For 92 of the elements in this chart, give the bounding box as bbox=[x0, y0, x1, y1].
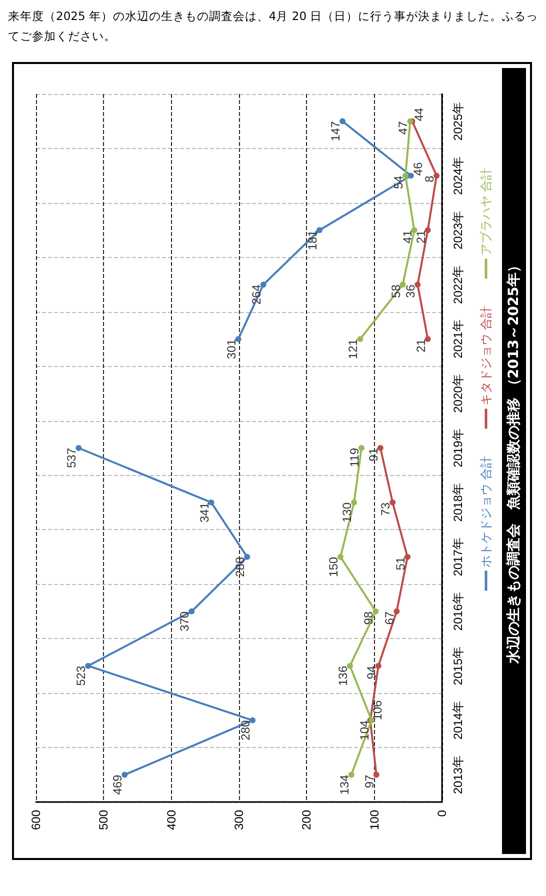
point bbox=[390, 499, 396, 506]
x-tick-label: 0 bbox=[435, 810, 449, 817]
data-label: 41 bbox=[400, 230, 414, 244]
point bbox=[358, 445, 364, 451]
point bbox=[377, 445, 384, 451]
data-label: 264 bbox=[249, 284, 264, 305]
data-label: 523 bbox=[74, 666, 88, 686]
data-label: 121 bbox=[346, 338, 360, 360]
data-label: 370 bbox=[178, 611, 192, 632]
data-label: 36 bbox=[404, 284, 418, 298]
point bbox=[434, 172, 440, 179]
point bbox=[394, 608, 400, 614]
data-label: 67 bbox=[382, 611, 397, 625]
point bbox=[404, 554, 410, 560]
y-tick-label: 2024年 bbox=[451, 156, 465, 196]
point bbox=[316, 227, 323, 234]
y-tick-label: 2013年 bbox=[451, 755, 465, 794]
data-label: 147 bbox=[328, 120, 343, 142]
data-label: 136 bbox=[336, 666, 350, 686]
text: ホトケドジョウ 合計 bbox=[479, 456, 493, 568]
x-tick-label: 300 bbox=[232, 810, 246, 830]
y-tick-label: 2018年 bbox=[451, 483, 465, 522]
point bbox=[357, 336, 364, 342]
x-tick-label: 500 bbox=[96, 810, 111, 830]
point bbox=[85, 662, 92, 669]
data-label: 181 bbox=[306, 230, 320, 250]
data-label: 46 bbox=[410, 162, 425, 176]
text: 水辺の生きもの調査会 魚類確認数の推移 （2013～2025年） bbox=[505, 258, 522, 664]
data-label: 341 bbox=[197, 502, 212, 522]
point bbox=[188, 608, 195, 614]
point bbox=[250, 717, 256, 724]
y-tick-label: 2015年 bbox=[451, 646, 465, 686]
data-label: 58 bbox=[388, 284, 403, 298]
point bbox=[373, 772, 380, 778]
point bbox=[76, 445, 82, 451]
point bbox=[375, 662, 382, 669]
data-label: 44 bbox=[412, 108, 426, 122]
data-label: 134 bbox=[337, 774, 352, 795]
data-label: 97 bbox=[362, 774, 376, 788]
point bbox=[235, 336, 242, 342]
y-tick-label: 2022年 bbox=[451, 265, 465, 304]
point bbox=[424, 336, 431, 342]
y-tick-label: 2019年 bbox=[451, 428, 465, 468]
text: 来年度（2025 年）の水辺の生きもの調査会は、4月 20 日（日）に行う事が決まりました。ふるってご参加ください。 bbox=[8, 8, 540, 45]
y-tick-label: 2017年 bbox=[451, 538, 465, 576]
point bbox=[208, 499, 214, 506]
point bbox=[372, 608, 379, 614]
text: アブラハヤ 合計 bbox=[479, 168, 493, 256]
point bbox=[346, 662, 353, 669]
y-tick-label: 2020年 bbox=[451, 374, 465, 413]
y-tick-label: 2025年 bbox=[451, 102, 465, 141]
point bbox=[338, 554, 344, 560]
data-label: 119 bbox=[347, 448, 362, 468]
text: キタドジョウ 合計 bbox=[479, 306, 493, 406]
data-label: 94 bbox=[364, 666, 378, 680]
data-label: 21 bbox=[414, 338, 428, 352]
x-tick-label: 100 bbox=[367, 810, 382, 830]
x-tick-label: 600 bbox=[29, 810, 43, 830]
point bbox=[122, 772, 128, 778]
point bbox=[348, 772, 354, 778]
point bbox=[414, 282, 421, 288]
y-tick-label: 2016年 bbox=[451, 592, 465, 631]
point bbox=[260, 282, 266, 288]
point bbox=[351, 499, 358, 506]
point bbox=[424, 227, 431, 234]
point bbox=[408, 172, 414, 179]
data-label: 73 bbox=[378, 502, 393, 516]
data-label: 54 bbox=[391, 175, 406, 190]
data-label: 537 bbox=[64, 448, 79, 468]
point bbox=[244, 554, 250, 560]
x-tick-label: 400 bbox=[164, 810, 178, 830]
data-label: 8 bbox=[422, 175, 437, 182]
data-label: 469 bbox=[110, 774, 125, 795]
y-tick-label: 2023年 bbox=[451, 210, 465, 250]
data-label: 91 bbox=[366, 448, 380, 462]
data-label: 280 bbox=[238, 720, 253, 740]
point bbox=[340, 118, 346, 124]
point bbox=[400, 282, 406, 288]
data-label: 98 bbox=[362, 611, 376, 625]
data-label: 106 bbox=[370, 700, 384, 720]
y-tick-label: 2014年 bbox=[451, 700, 465, 740]
data-label: 47 bbox=[396, 120, 410, 135]
data-label: 51 bbox=[393, 556, 408, 570]
data-label: 130 bbox=[340, 502, 354, 522]
point bbox=[402, 172, 408, 179]
y-tick-label: 2021年 bbox=[451, 320, 465, 358]
x-tick-label: 200 bbox=[300, 810, 314, 830]
data-label: 288 bbox=[233, 556, 248, 577]
data-label: 150 bbox=[326, 556, 340, 577]
data-label: 301 bbox=[224, 338, 238, 360]
data-label: 21 bbox=[414, 230, 428, 244]
data-label: 104 bbox=[358, 720, 372, 740]
